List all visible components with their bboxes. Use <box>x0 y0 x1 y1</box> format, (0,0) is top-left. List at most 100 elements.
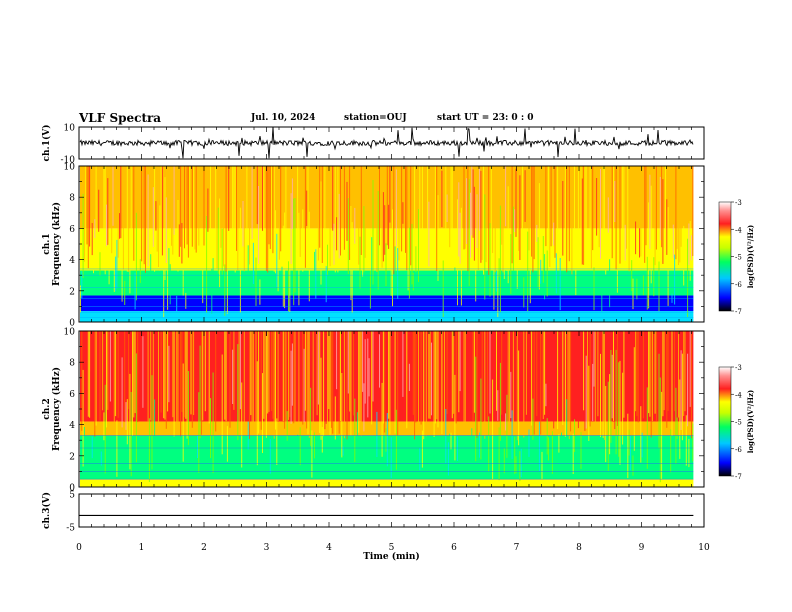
spectro-streak <box>644 166 646 263</box>
spectro-streak <box>94 331 96 437</box>
spectro-streak <box>406 331 408 429</box>
spectro-streak <box>347 198 349 275</box>
colorbar-tick-label: -5 <box>735 254 742 262</box>
spectro-streak <box>553 377 555 429</box>
spectro-streak <box>99 252 101 276</box>
spectro-streak <box>480 170 482 263</box>
spectro-streak <box>327 244 328 275</box>
spectro-streak <box>384 331 386 433</box>
spectro-streak <box>528 166 530 251</box>
spectro-streak <box>87 166 89 269</box>
spectro-streak <box>618 362 620 457</box>
spectro-streak <box>366 281 367 291</box>
spectro-streak <box>159 205 161 271</box>
spectro-streak <box>406 166 408 271</box>
spectro-streak <box>271 166 273 251</box>
spectro-streak <box>553 222 555 246</box>
spectro-streak <box>584 348 586 431</box>
spectro-streak <box>293 198 295 306</box>
spectro-streak <box>433 331 435 437</box>
spectro-streak <box>523 277 525 308</box>
spectro-streak <box>451 166 453 245</box>
spectro-band <box>80 311 694 322</box>
spectro-streak <box>427 166 429 255</box>
spectro-streak <box>464 331 466 433</box>
spectro-streak <box>503 448 505 474</box>
spectro-streak <box>518 166 520 251</box>
spectro-streak <box>343 331 345 439</box>
spectro-streak <box>275 210 276 274</box>
spectro-streak <box>189 166 191 268</box>
x-tick-label: 1 <box>139 543 145 553</box>
spectro-streak <box>505 413 507 431</box>
spectro-streak <box>499 362 501 441</box>
spectro-streak <box>649 331 651 417</box>
spectro-streak <box>256 361 258 466</box>
spectro-streak <box>450 432 452 450</box>
spectro-streak <box>524 331 526 389</box>
spectro-streak <box>537 331 539 398</box>
spectro-streak <box>434 331 436 424</box>
spectro-streak <box>678 331 679 418</box>
spectro-streak <box>99 331 101 421</box>
y-tick-label: 10 <box>64 124 76 134</box>
spectro-streak <box>603 331 605 440</box>
spectro-streak <box>186 166 188 245</box>
spectro-streak <box>389 166 391 223</box>
spectro-streak <box>199 345 201 439</box>
spectro-streak <box>566 166 568 273</box>
spectro-streak <box>312 331 314 424</box>
spectro-streak <box>116 239 118 289</box>
spectro-streak <box>445 409 447 464</box>
spectro-streak <box>454 267 456 289</box>
spectro-streak <box>587 331 588 428</box>
spectro-streak <box>265 335 267 438</box>
spectro-streak <box>319 331 321 434</box>
spectro-streak <box>324 166 326 253</box>
spectro-streak <box>332 331 334 434</box>
spectro-streak <box>598 166 600 248</box>
spectro-streak <box>264 331 266 425</box>
spectro-streak <box>303 348 305 423</box>
spectro-streak <box>241 382 243 468</box>
colorbar <box>718 366 732 477</box>
spectro-streak <box>428 331 430 419</box>
spectro-streak <box>121 258 123 302</box>
data-layer <box>79 126 732 517</box>
spectro-streak <box>459 212 461 264</box>
spectro-streak <box>516 331 518 441</box>
spectro-streak <box>251 331 253 435</box>
spectro-streak <box>666 199 668 255</box>
spectro-streak <box>369 271 371 309</box>
spectro-streak <box>523 331 525 438</box>
spectro-streak <box>117 166 119 258</box>
spectro-streak <box>600 169 601 259</box>
spectro-streak <box>173 166 175 235</box>
spectro-streak <box>658 261 660 311</box>
spectro-streak <box>420 331 422 425</box>
spectro-streak <box>619 166 621 264</box>
spectro-streak <box>628 429 630 456</box>
spectro-streak <box>321 427 323 453</box>
spectro-streak <box>684 331 686 412</box>
colorbar <box>718 201 732 312</box>
spectro-streak <box>362 331 364 392</box>
spectro-streak <box>104 384 106 474</box>
spectro-streak <box>567 331 569 431</box>
spectro-streak <box>184 331 185 418</box>
spectro-streak <box>82 193 84 278</box>
x-tick-label: 8 <box>576 543 582 553</box>
spectro-streak <box>590 166 592 269</box>
spectro-streak <box>125 402 127 430</box>
spectro-streak <box>360 166 362 255</box>
spectro-streak <box>381 382 383 457</box>
spectro-streak <box>507 331 509 430</box>
spectro-streak <box>224 331 226 420</box>
spectro-streak <box>376 166 378 272</box>
spectro-streak <box>581 178 583 265</box>
spectro-streak <box>372 331 374 402</box>
spectro-streak <box>492 379 494 481</box>
spectro-streak <box>277 331 279 421</box>
spectro-streak <box>297 166 299 260</box>
spectro-streak <box>299 166 301 257</box>
